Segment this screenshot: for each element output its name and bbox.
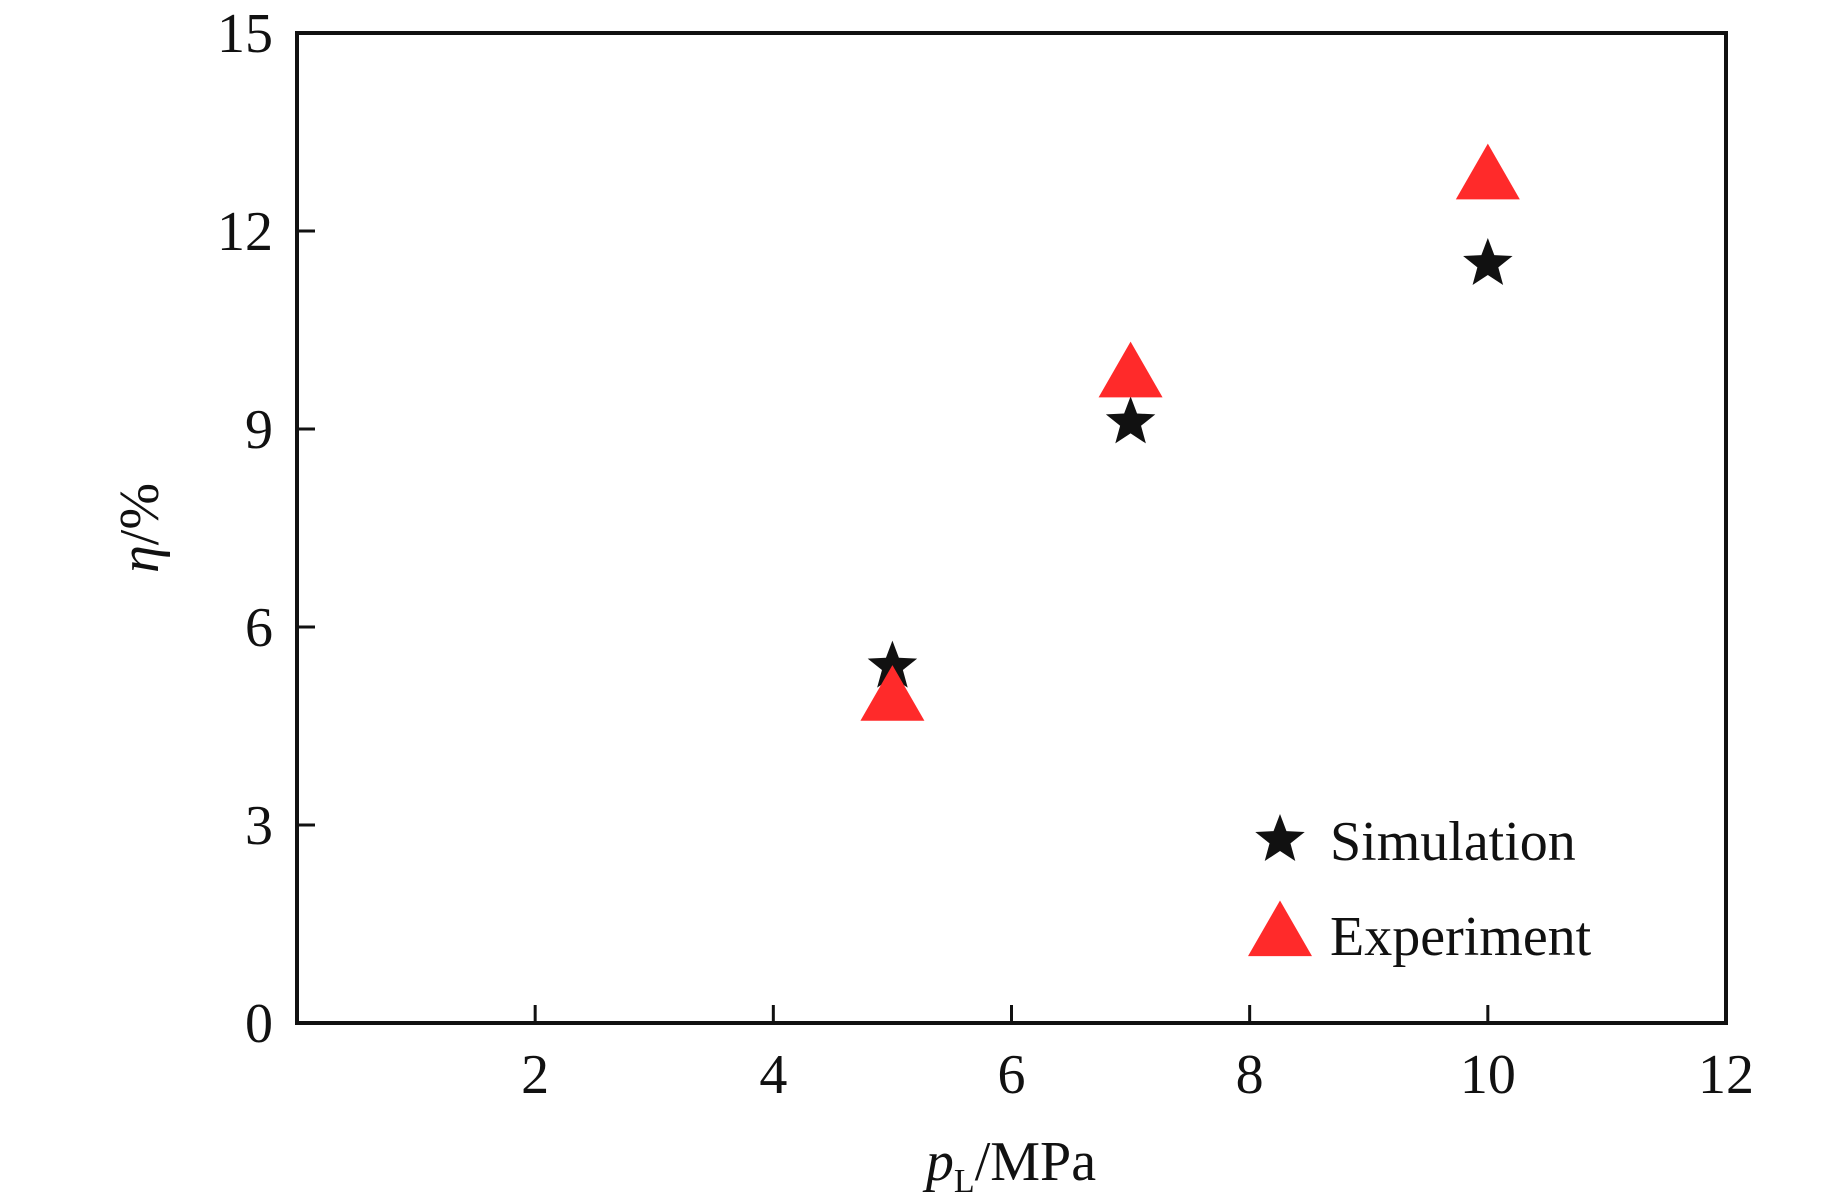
simulation-point (1105, 396, 1156, 444)
x-axis-label: pL/MPa (922, 1131, 1096, 1194)
x-tick-label: 2 (521, 1044, 549, 1106)
simulation-point (867, 640, 918, 688)
x-tick-label: 8 (1236, 1044, 1264, 1106)
legend-experiment-marker (1248, 900, 1312, 957)
plot-frame (295, 31, 1728, 1025)
y-tick-label: 0 (245, 993, 273, 1055)
x-axis-subscript: L (954, 1163, 975, 1194)
y-axis-variable: η (109, 545, 171, 573)
marks-layer (860, 143, 1520, 721)
y-tick-label: 15 (217, 3, 273, 65)
legend-simulation-label: Simulation (1330, 811, 1576, 873)
x-axis-unit: /MPa (975, 1131, 1096, 1193)
y-axis-label: η/% (109, 483, 171, 573)
x-tick-label: 6 (998, 1044, 1026, 1106)
x-tick-label: 12 (1698, 1044, 1754, 1106)
y-tick-label: 3 (245, 795, 273, 857)
y-tick-label: 12 (217, 201, 273, 263)
x-axis-variable: p (922, 1131, 954, 1193)
x-tick-label: 4 (759, 1044, 787, 1106)
y-axis-unit: /% (109, 483, 171, 545)
legend-simulation-marker (1255, 814, 1305, 862)
experiment-point (860, 665, 925, 721)
legend-experiment-label: Experiment (1330, 906, 1592, 968)
experiment-point (1098, 341, 1163, 398)
y-tick-label: 6 (245, 597, 273, 659)
simulation-point (1463, 238, 1513, 286)
legend: Simulation Experiment (1248, 811, 1592, 968)
y-tick-label: 9 (245, 399, 273, 461)
experiment-point (1455, 143, 1520, 200)
ticks-layer: 2 4 6 8 10 12 0 3 6 9 12 15 (217, 3, 1754, 1106)
x-tick-label: 10 (1460, 1044, 1516, 1106)
